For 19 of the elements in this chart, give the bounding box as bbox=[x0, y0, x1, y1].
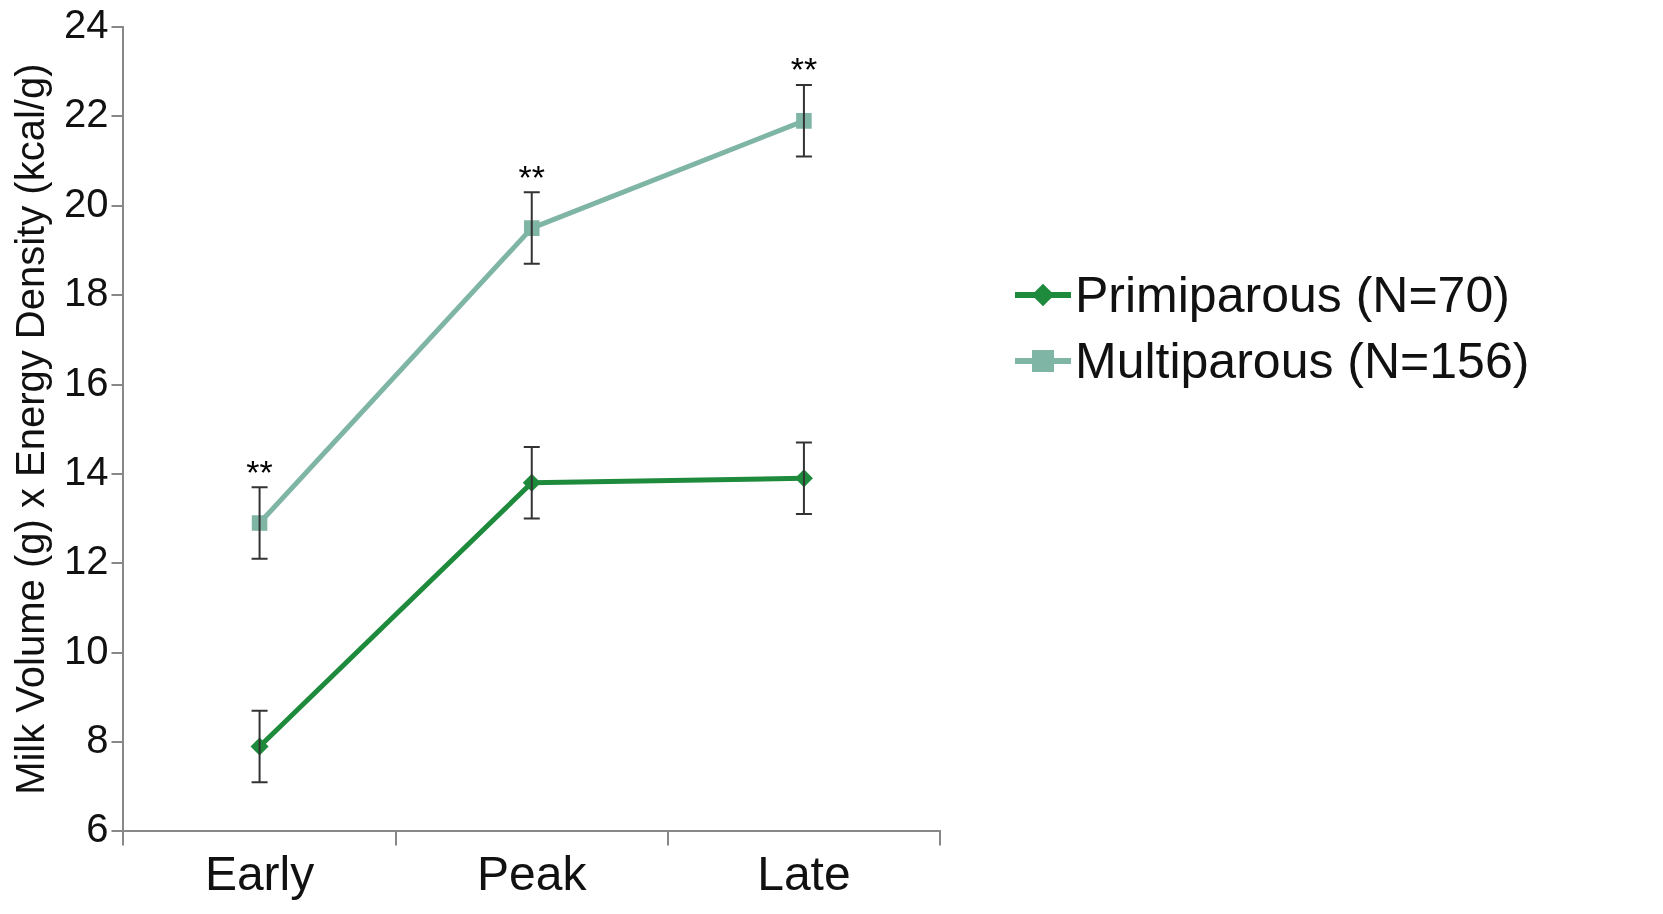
annotation: ** bbox=[246, 452, 273, 491]
y-tick-label: 8 bbox=[86, 717, 109, 762]
y-axis-title: Milk Volume (g) x Energy Density (kcal/g) bbox=[8, 63, 53, 795]
x-tick-label: Early bbox=[204, 847, 315, 901]
y-tick-label: 22 bbox=[63, 91, 109, 136]
y-tick-label: 6 bbox=[86, 806, 109, 851]
y-tick-label: 12 bbox=[63, 538, 109, 583]
legend-label: Multiparous (N=156) bbox=[1075, 332, 1530, 391]
legend-label: Primiparous (N=70) bbox=[1075, 266, 1510, 325]
x-tick-label: Peak bbox=[477, 847, 588, 901]
y-tick-label: 10 bbox=[63, 627, 109, 672]
y-tick-label: 20 bbox=[63, 180, 109, 225]
y-tick-label: 24 bbox=[63, 2, 109, 47]
annotation: ** bbox=[518, 157, 545, 196]
x-tick-label: Late bbox=[757, 847, 851, 901]
y-tick-label: 14 bbox=[63, 448, 109, 493]
annotation: ** bbox=[790, 50, 818, 89]
y-tick-label: 18 bbox=[63, 270, 109, 315]
y-tick-label: 16 bbox=[63, 359, 109, 404]
